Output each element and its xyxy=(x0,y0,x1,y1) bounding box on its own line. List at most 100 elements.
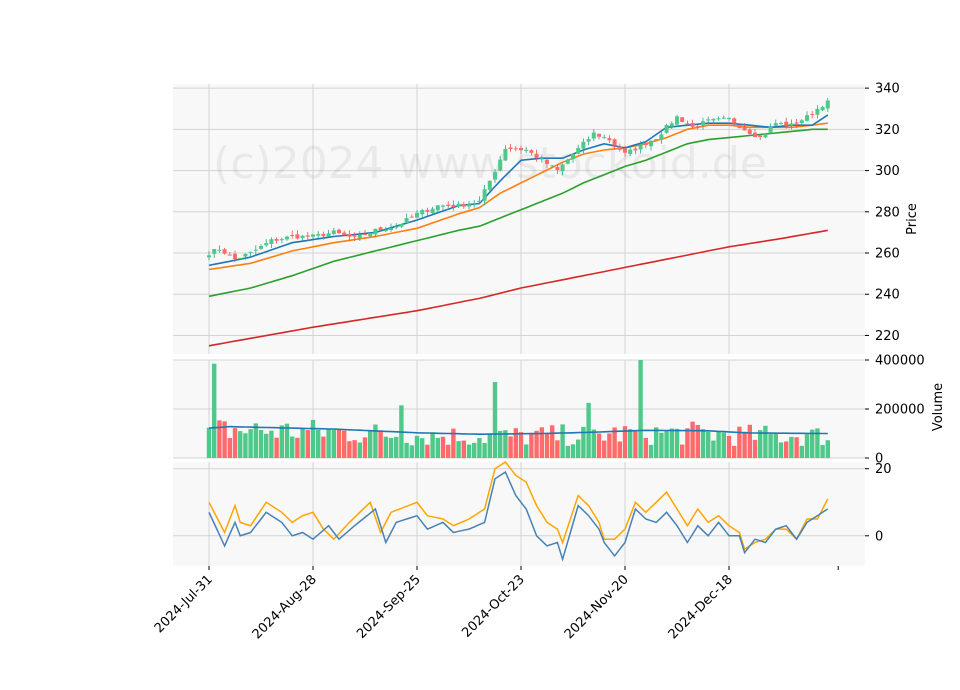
volume-bar xyxy=(784,441,789,458)
candle-up xyxy=(435,205,440,211)
volume-bar xyxy=(513,428,518,458)
oscillator-tick-label: 0 xyxy=(875,529,883,544)
volume-bar xyxy=(295,437,300,458)
date-axis-ticks: 2024-Jul-31 2024-Aug-28 2024-Sep-25 2024-Oc… xyxy=(152,566,839,642)
candle-up xyxy=(539,158,544,160)
volume-bar xyxy=(628,429,633,458)
volume-bar xyxy=(232,428,238,458)
price-tick-label: 240 xyxy=(875,288,900,303)
volume-bar xyxy=(581,426,586,458)
volume-bar xyxy=(518,432,524,458)
volume-bar xyxy=(284,423,290,458)
volume-tick-label: 400000 xyxy=(875,354,925,369)
volume-bar xyxy=(357,442,362,458)
volume-bar xyxy=(711,440,716,458)
candlesticks xyxy=(207,97,830,263)
candle-down xyxy=(519,148,523,151)
candle-down xyxy=(690,123,695,127)
candle-down xyxy=(737,124,742,129)
volume-bar xyxy=(732,445,737,458)
volume-bar xyxy=(253,423,258,458)
candle-up xyxy=(264,243,269,246)
candle-up xyxy=(675,116,679,125)
volume-bar xyxy=(752,439,758,458)
candle-up xyxy=(779,122,783,124)
volume-bar xyxy=(596,433,602,458)
volume-bar xyxy=(258,429,264,458)
volume-bar xyxy=(503,430,508,458)
candle-down xyxy=(784,121,789,126)
volume-bar xyxy=(300,428,305,458)
volume-bar xyxy=(706,431,711,458)
candle-up xyxy=(763,133,768,138)
price-axis-label: Price xyxy=(905,203,920,235)
volume-bar xyxy=(659,432,664,458)
volume-bar xyxy=(378,430,383,458)
candle-up xyxy=(373,228,378,235)
candle-down xyxy=(451,204,456,207)
candle-up xyxy=(212,249,217,254)
volume-bar xyxy=(336,428,342,458)
candle-up xyxy=(326,233,331,237)
volume-bar xyxy=(680,444,685,458)
volume-bar xyxy=(555,440,560,458)
volume-bar xyxy=(648,444,654,458)
volume-bar xyxy=(466,444,472,458)
candle-up xyxy=(711,118,716,121)
candle-up xyxy=(727,117,731,120)
volume-bar xyxy=(394,436,399,458)
volume-bar xyxy=(461,440,466,458)
volume-bar xyxy=(482,442,487,458)
volume-bar xyxy=(269,430,274,458)
candle-down xyxy=(794,122,799,124)
candle-down xyxy=(529,150,534,153)
candle-up xyxy=(217,249,222,251)
candle-up xyxy=(664,125,669,133)
candle-down xyxy=(227,254,232,256)
candle-up xyxy=(581,141,586,149)
candle-up xyxy=(576,148,581,154)
candle-up xyxy=(415,212,419,218)
volume-bar xyxy=(820,445,825,458)
candle-up xyxy=(420,210,425,215)
oscillator-axis-ticks: 0 20 xyxy=(865,462,892,544)
volume-bar xyxy=(737,426,742,458)
volume-bar xyxy=(206,427,212,458)
candle-down xyxy=(742,127,747,131)
candle-up xyxy=(669,123,674,127)
candle-up xyxy=(383,229,388,232)
volume-bar xyxy=(529,433,534,458)
candle-down xyxy=(347,233,352,237)
volume-bar xyxy=(305,430,310,458)
price-tick-label: 280 xyxy=(875,205,900,220)
volume-bar xyxy=(763,425,768,458)
volume-bar xyxy=(290,436,295,458)
candle-down xyxy=(623,148,627,153)
volume-tick-label: 0 xyxy=(875,452,883,467)
volume-tick-label: 200000 xyxy=(875,403,925,418)
volume-bar xyxy=(825,440,830,458)
volume-bar xyxy=(487,434,492,458)
candle-down xyxy=(685,123,690,125)
volume-bar xyxy=(498,430,503,458)
volume-bar xyxy=(274,437,279,458)
candle-up xyxy=(498,159,503,171)
volume-bar xyxy=(316,429,321,458)
candle-up xyxy=(331,230,336,235)
volume-bar xyxy=(451,428,456,458)
candle-up xyxy=(659,134,664,140)
volume-axis-ticks: 0 200000 400000 xyxy=(865,354,925,467)
volume-bar xyxy=(222,421,227,458)
oscillator-signal-line xyxy=(208,460,829,551)
volume-bar xyxy=(409,445,414,458)
volume-bar xyxy=(716,430,721,458)
date-tick-label: 2024-Aug-28 xyxy=(250,572,320,642)
volume-bar xyxy=(607,433,612,458)
volume-bar xyxy=(778,442,784,458)
volume-bar xyxy=(654,427,659,458)
volume-bar xyxy=(534,430,539,458)
candle-up xyxy=(430,208,435,214)
candle-down xyxy=(633,148,638,151)
ma-slow-line xyxy=(208,128,828,298)
